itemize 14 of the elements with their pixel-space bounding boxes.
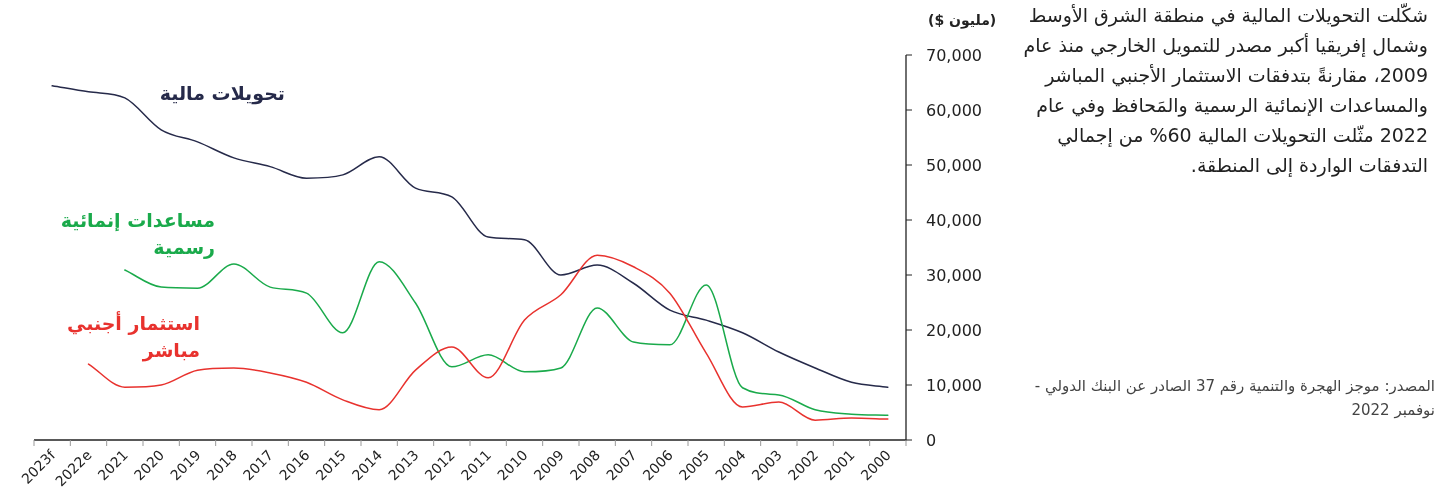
series-label: تحويلات مالية bbox=[158, 81, 285, 107]
series-label: مساعدات إنمائية رسمية bbox=[59, 208, 215, 261]
text: المصدر: موجز الهجرة والتنمية رقم 37 الصادر عن البنك الدولي - نوفمبر 2022 bbox=[1033, 376, 1435, 421]
y-tick-label: 50,000 bbox=[926, 156, 982, 175]
y-tick-label: 10,000 bbox=[926, 376, 982, 395]
y-tick-label: 20,000 bbox=[926, 321, 982, 340]
y-tick-label: 70,000 bbox=[926, 46, 982, 65]
y-tick-label: 40,000 bbox=[926, 211, 982, 230]
y-tick-label: 30,000 bbox=[926, 266, 982, 285]
y-tick-label: 60,000 bbox=[926, 101, 982, 120]
text: شكّلت التحويلات المالية في منطقة الشرق الأوسط وشمال إفريقيا أكبر مصدر للتمويل الخارجي منذ عام 2009، مقارنةً بتدفقات الاستثمار الأجنبي المباشر والمساعدات الإنمائية الرسمية والمَحافظ وفي عام 2022 مثّلت التحويلات المالية 60% من إجمالي التدفقات الواردة إلى المنطقة. bbox=[1022, 2, 1428, 179]
y-tick-label: 0 bbox=[926, 431, 937, 450]
series-label: استثمار أجنبي مباشر bbox=[65, 310, 200, 364]
y-axis-title: (مليون $) bbox=[928, 12, 997, 29]
